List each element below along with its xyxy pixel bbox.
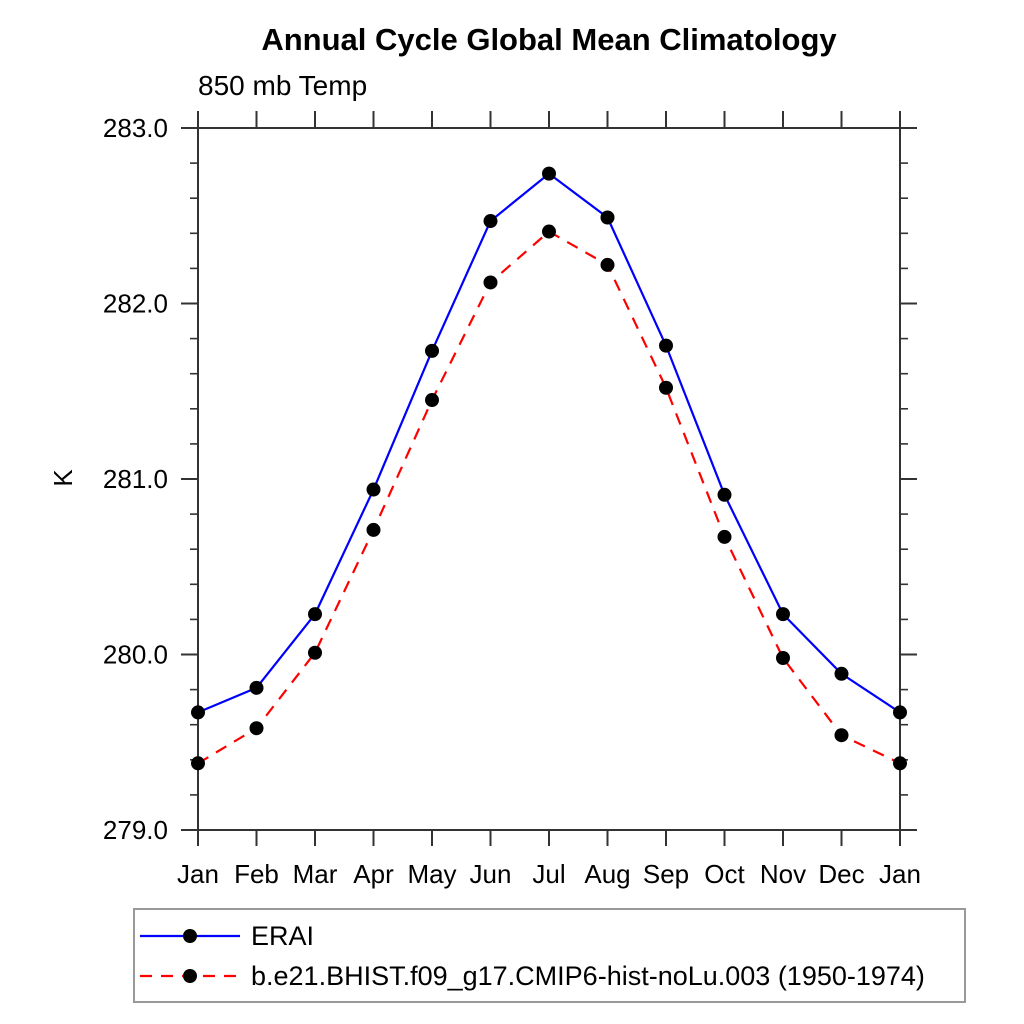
series-line-0: [197, 172, 901, 714]
data-point-marker: [542, 166, 556, 181]
x-tick-label: Mar: [293, 859, 338, 889]
data-point-marker: [308, 607, 322, 622]
series-markers-0: [191, 166, 907, 720]
x-tick-label: Feb: [234, 859, 279, 889]
axis-tick-labels: Jan Feb Mar Apr May Jun Jul Aug Sep Oct Nov Dec Jan 2…: [103, 113, 921, 889]
legend-sample-line-model: [140, 969, 240, 983]
data-point-marker: [600, 257, 615, 272]
data-point-marker: [542, 224, 556, 239]
legend-label-model: b.e21.BHIST.f09_g17.CMIP6-hist-noLu.003 …: [251, 960, 925, 991]
data-point-marker: [366, 482, 381, 497]
data-point-marker: [249, 680, 264, 695]
data-point-marker: [893, 705, 907, 720]
y-axis-unit-label: K: [47, 469, 78, 487]
data-point-marker: [425, 393, 439, 408]
x-tick-label: Jan: [177, 859, 219, 889]
y-tick-label: 281.0: [103, 464, 168, 494]
data-point-marker: [834, 728, 849, 743]
legend-sample-line-erai: [140, 929, 240, 943]
legend: ERAI b.e21.BHIST.f09_g17.CMIP6-hist-noLu…: [133, 908, 966, 1003]
y-tick-label: 279.0: [103, 815, 168, 845]
y-tick-label: 280.0: [103, 640, 168, 670]
x-tick-label: Dec: [818, 859, 864, 889]
data-point-marker: [249, 721, 264, 736]
data-series: [191, 166, 907, 771]
data-point-marker: [483, 214, 498, 229]
legend-entry-model: b.e21.BHIST.f09_g17.CMIP6-hist-noLu.003 …: [135, 956, 964, 996]
data-point-marker: [483, 275, 498, 290]
x-tick-label: Jul: [532, 859, 565, 889]
series-line-1: [197, 230, 901, 765]
data-point-marker: [834, 666, 849, 681]
x-tick-label: Oct: [704, 859, 745, 889]
x-tick-label: Sep: [643, 859, 689, 889]
data-point-marker: [600, 210, 615, 225]
x-tick-label: Nov: [760, 859, 806, 889]
y-tick-label: 283.0: [103, 113, 168, 143]
data-point-marker: [191, 705, 205, 720]
data-point-marker: [717, 487, 732, 502]
data-point-marker: [776, 651, 790, 666]
y-tick-label: 282.0: [103, 289, 168, 319]
x-tick-label: Jun: [470, 859, 512, 889]
data-point-marker: [659, 380, 673, 395]
data-point-marker: [366, 522, 381, 537]
legend-label-erai: ERAI: [251, 920, 315, 951]
x-tick-label: Apr: [353, 859, 394, 889]
data-point-marker: [893, 756, 907, 771]
chart-title: Annual Cycle Global Mean Climatology: [261, 22, 837, 57]
x-tick-label: May: [407, 859, 456, 889]
data-point-marker: [776, 607, 790, 622]
data-point-marker: [717, 529, 732, 544]
legend-entry-erai: ERAI: [135, 916, 964, 956]
data-point-marker: [425, 343, 439, 358]
data-point-marker: [191, 756, 205, 771]
axis-ticks: [181, 111, 917, 846]
x-tick-label: Aug: [584, 859, 630, 889]
chart-subtitle: 850 mb Temp: [198, 70, 368, 101]
data-point-marker: [308, 645, 322, 660]
x-tick-label: Jan: [879, 859, 921, 889]
series-markers-1: [191, 224, 907, 771]
data-point-marker: [659, 338, 673, 353]
